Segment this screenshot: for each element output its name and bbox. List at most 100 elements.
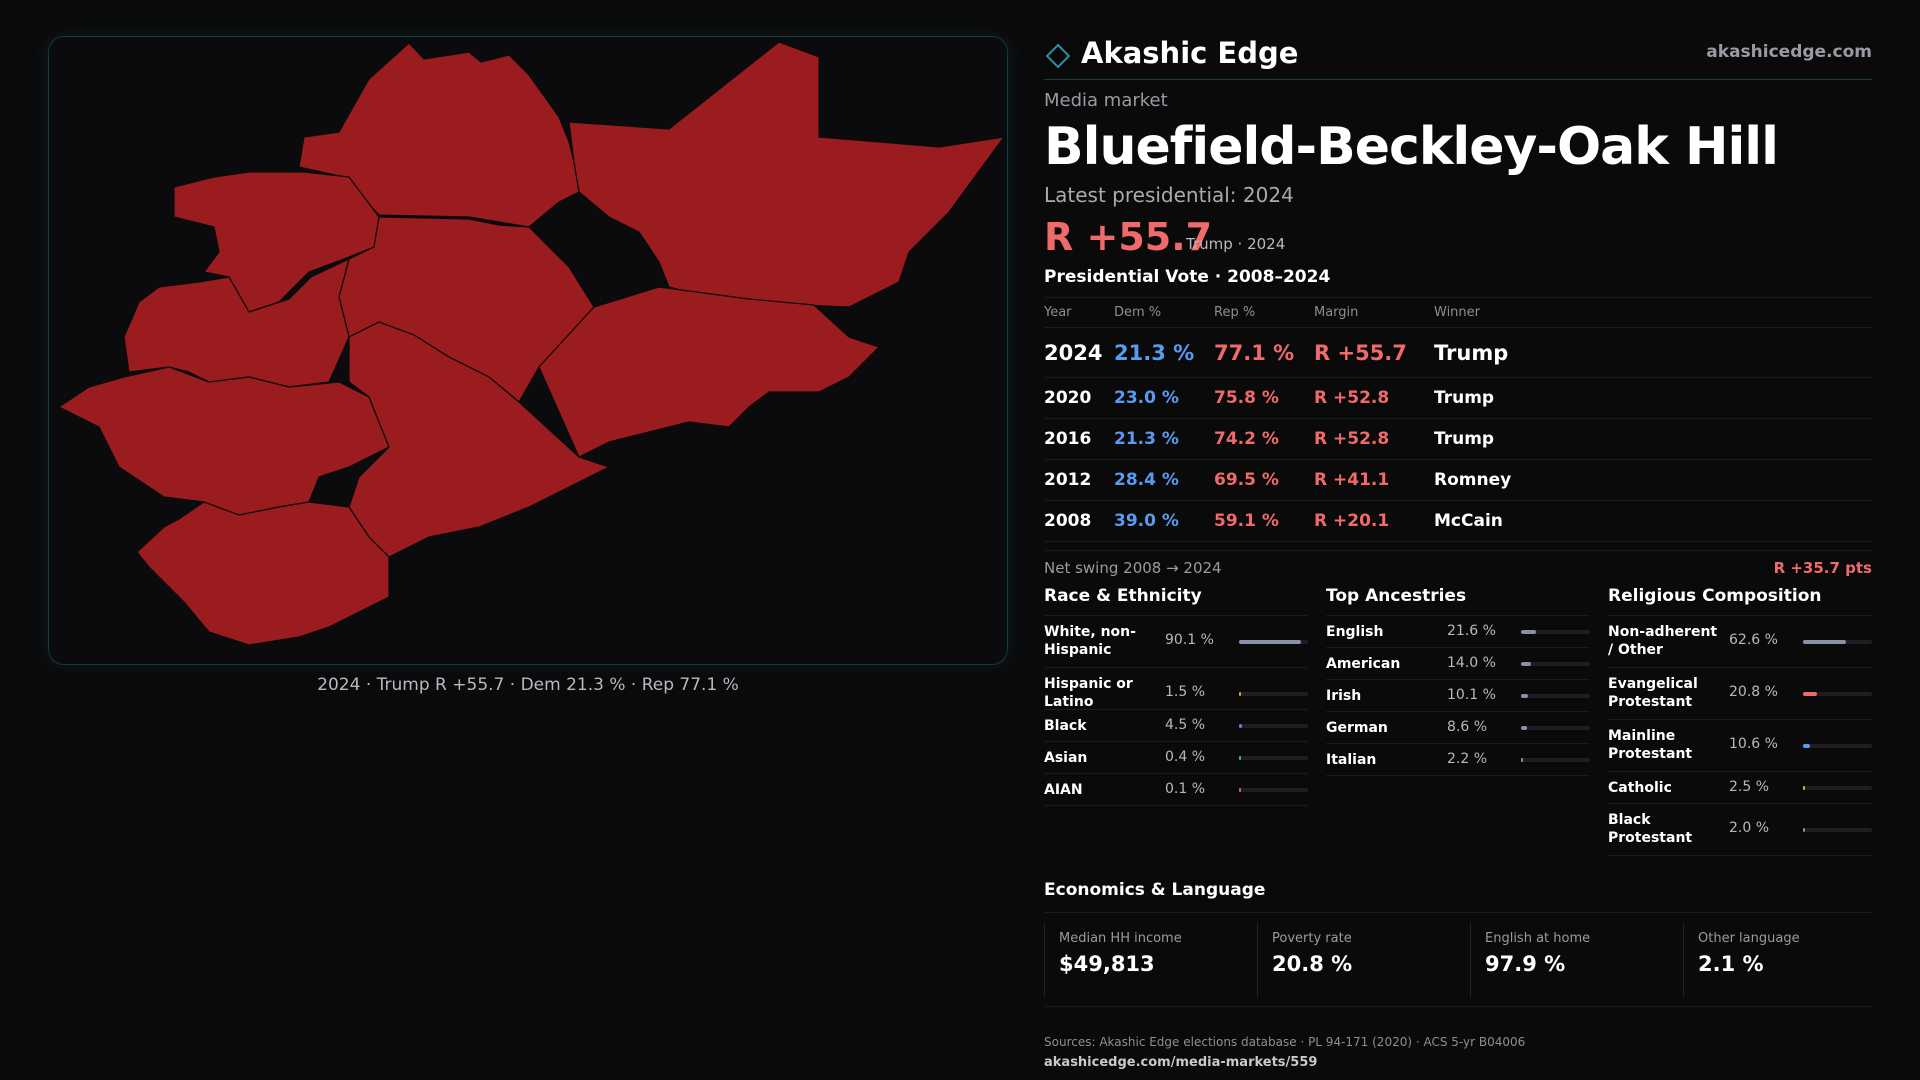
list-item: Mainline Protestant 10.6 %: [1608, 720, 1872, 772]
headline-margin: R +55.7 Trump · 2024: [1044, 215, 1872, 261]
vote-table: Year Dem % Rep % Margin Winner 2024 21.3…: [1044, 297, 1872, 542]
headline-margin-value: R +55.7: [1044, 215, 1213, 259]
item-bar-fill: [1239, 724, 1243, 728]
market-detail-panel: Akashic Edge akashicedge.com Media marke…: [1044, 30, 1872, 1070]
item-bar: [1239, 756, 1308, 760]
item-bar: [1803, 828, 1872, 832]
item-bar: [1803, 692, 1872, 696]
list-item: Evangelical Protestant 20.8 %: [1608, 668, 1872, 720]
county-shape: [58, 366, 390, 516]
market-map[interactable]: [49, 37, 1008, 665]
item-bar-fill: [1239, 692, 1241, 696]
list-item: German 8.6 %: [1326, 712, 1590, 744]
stat-label: Median HH income: [1059, 931, 1182, 946]
economics-cards: Median HH income $49,813 Poverty rate 20…: [1044, 923, 1872, 1007]
item-bar-fill: [1521, 694, 1528, 698]
item-bar-fill: [1803, 640, 1847, 644]
cell-dem: 39.0 %: [1114, 500, 1214, 542]
cell-dem: 28.4 %: [1114, 459, 1214, 501]
item-value: 2.5 %: [1729, 779, 1770, 795]
item-label: English: [1326, 624, 1384, 640]
table-row: 2020 23.0 % 75.8 % R +52.8 Trump: [1044, 377, 1872, 419]
county-shape: [568, 41, 1005, 308]
map-panel[interactable]: [48, 36, 1008, 665]
item-value: 10.1 %: [1447, 687, 1496, 703]
list-item: Irish 10.1 %: [1326, 680, 1590, 712]
item-value: 10.6 %: [1729, 736, 1778, 752]
item-bar-fill: [1521, 662, 1531, 666]
item-value: 20.8 %: [1729, 684, 1778, 700]
list-item: Asian 0.4 %: [1044, 742, 1308, 774]
item-label: Mainline Protestant: [1608, 728, 1693, 762]
item-bar-fill: [1521, 726, 1527, 730]
item-label: German: [1326, 720, 1388, 736]
item-bar: [1803, 786, 1872, 790]
stat-label: Poverty rate: [1272, 931, 1352, 946]
item-bar: [1521, 630, 1590, 634]
header-winner: Winner: [1434, 297, 1872, 328]
item-bar-fill: [1803, 692, 1818, 696]
diamond-logo-icon: [1046, 44, 1070, 68]
item-label: Catholic: [1608, 780, 1672, 796]
cell-winner: Romney: [1434, 459, 1872, 501]
item-bar: [1239, 724, 1308, 728]
header-margin: Margin: [1314, 297, 1434, 328]
cell-year: 2020: [1044, 377, 1114, 419]
list-item: English 21.6 %: [1326, 616, 1590, 648]
vote-table-header: Year Dem % Rep % Margin Winner: [1044, 297, 1872, 328]
item-bar-fill: [1521, 758, 1523, 762]
item-value: 4.5 %: [1165, 717, 1206, 733]
county-shape: [538, 286, 880, 458]
cell-winner: Trump: [1434, 327, 1872, 378]
stat-value: $49,813: [1059, 952, 1155, 976]
ancestry-section-title: Top Ancestries: [1326, 586, 1590, 616]
net-swing-value: R +35.7 pts: [1773, 559, 1872, 577]
religion-section-title: Religious Composition: [1608, 586, 1872, 616]
item-label: Asian: [1044, 750, 1088, 766]
item-value: 2.0 %: [1729, 820, 1770, 836]
item-label: Black Protestant: [1608, 812, 1693, 846]
item-bar-fill: [1239, 640, 1302, 644]
table-row: 2024 21.3 % 77.1 % R +55.7 Trump: [1044, 327, 1872, 378]
cell-year: 2016: [1044, 418, 1114, 460]
stat-card: Median HH income $49,813: [1044, 923, 1249, 997]
list-item: Hispanic or Latino 1.5 %: [1044, 668, 1308, 710]
item-value: 90.1 %: [1165, 632, 1214, 648]
sources-text: Sources: Akashic Edge elections database…: [1044, 1035, 1526, 1049]
list-item: Black Protestant 2.0 %: [1608, 804, 1872, 856]
cell-year: 2012: [1044, 459, 1114, 501]
item-value: 1.5 %: [1165, 684, 1206, 700]
item-bar: [1803, 744, 1872, 748]
cell-margin: R +41.1: [1314, 459, 1434, 501]
cell-winner: Trump: [1434, 418, 1872, 460]
list-item: Italian 2.2 %: [1326, 744, 1590, 776]
race-ethnicity-section: Race & Ethnicity White, non-Hispanic 90.1…: [1044, 586, 1308, 806]
item-bar-fill: [1803, 828, 1805, 832]
economics-section-title: Economics & Language: [1044, 880, 1872, 913]
item-bar: [1803, 640, 1872, 644]
cell-rep: 69.5 %: [1214, 459, 1314, 501]
header-year: Year: [1044, 297, 1114, 328]
stat-label: Other language: [1698, 931, 1800, 946]
list-item: Catholic 2.5 %: [1608, 772, 1872, 804]
item-label: American: [1326, 656, 1401, 672]
item-bar: [1239, 692, 1308, 696]
net-swing-label: Net swing 2008 → 2024: [1044, 559, 1222, 577]
cell-winner: McCain: [1434, 500, 1872, 542]
cell-margin: R +20.1: [1314, 500, 1434, 542]
stat-value: 20.8 %: [1272, 952, 1353, 976]
item-label: Evangelical Protestant: [1608, 676, 1698, 710]
item-bar: [1521, 758, 1590, 762]
religion-section: Religious Composition Non-adherent / Oth…: [1608, 586, 1872, 856]
map-caption: 2024 · Trump R +55.7 · Dem 21.3 % · Rep …: [317, 675, 739, 695]
item-label: Black: [1044, 718, 1087, 734]
source-url-link[interactable]: akashicedge.com/media-markets/559: [1044, 1055, 1318, 1070]
county-shape: [136, 501, 390, 646]
item-value: 62.6 %: [1729, 632, 1778, 648]
item-label: Non-adherent / Other: [1608, 624, 1718, 658]
stat-card: English at home 97.9 %: [1470, 923, 1675, 997]
cell-margin: R +55.7: [1314, 327, 1434, 378]
cell-rep: 74.2 %: [1214, 418, 1314, 460]
item-value: 0.1 %: [1165, 781, 1206, 797]
site-link[interactable]: akashicedge.com: [1706, 42, 1872, 62]
